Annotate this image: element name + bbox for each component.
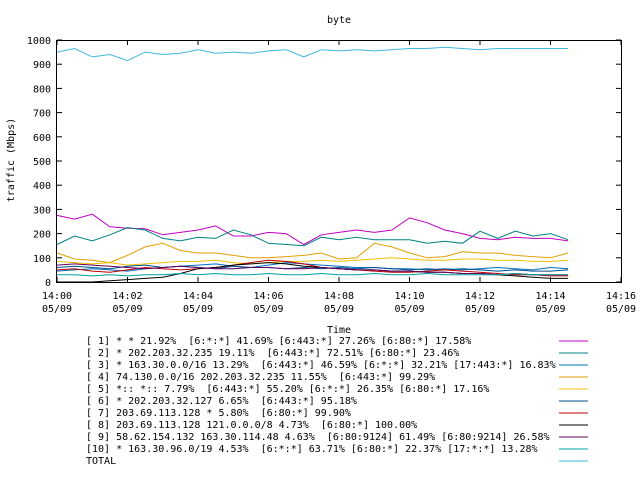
x-tick-label-date: 05/09 — [253, 304, 283, 315]
x-tick-label-time: 14:06 — [253, 291, 283, 302]
x-tick-label-time: 14:04 — [183, 291, 213, 302]
legend-label: [ 7] 203.69.113.128 * 5.80% [6:80:*] 99.… — [86, 408, 351, 419]
y-tick-label: 500 — [33, 157, 51, 168]
x-tick-label-date: 05/09 — [183, 304, 213, 315]
y-tick-label: 200 — [33, 230, 51, 241]
x-ticks: 14:00 05/09 14:02 05/09 14:04 05/09 14:06 05/09… — [42, 40, 636, 315]
y-tick-label: 300 — [33, 205, 51, 216]
x-tick-label-date: 05/09 — [112, 304, 142, 315]
x-tick-label-time: 14:02 — [112, 291, 142, 302]
legend-label: [ 1] * * 21.92% [6:*:*] 41.69% [6:443:*]… — [86, 336, 471, 347]
x-tick-label-time: 14:00 — [42, 291, 72, 302]
series-line — [56, 213, 569, 246]
x-tick-label-date: 05/09 — [394, 304, 424, 315]
y-axis-label: traffic (Mbps) — [6, 118, 17, 202]
series-line — [56, 262, 569, 272]
x-axis-label: Time — [327, 325, 351, 336]
series-line — [56, 259, 569, 277]
series-line — [56, 46, 569, 62]
legend: [ 1] * * 21.92% [6:*:*] 41.69% [6:443:*]… — [86, 336, 588, 467]
x-tick-label-date: 05/09 — [324, 304, 354, 315]
y-tick-label: 900 — [33, 60, 51, 71]
y-ticks: 0 100 200 300 400 500 600 700 800 900 1000 — [27, 36, 621, 289]
legend-label: [ 6] * 202.203.32.127 6.65% [6:443:*] 95… — [86, 396, 357, 407]
series-line — [56, 242, 569, 264]
y-tick-label: 400 — [33, 181, 51, 192]
series-line — [57, 272, 569, 277]
x-tick-label-date: 05/09 — [606, 304, 636, 315]
series-line — [56, 227, 569, 247]
x-tick-label-date: 05/09 — [535, 304, 565, 315]
plot-frame — [56, 40, 622, 283]
series-line — [56, 257, 569, 266]
y-tick-label: 600 — [33, 133, 51, 144]
x-tick-label-time: 14:16 — [606, 291, 636, 302]
y-tick-label: 100 — [33, 254, 51, 265]
legend-label: [ 2] * 202.203.32.235 19.11% [6:443:*] 7… — [86, 348, 459, 359]
y-tick-label: 700 — [33, 109, 51, 120]
chart-title: byte — [327, 15, 351, 26]
y-tick-label: 0 — [45, 278, 51, 289]
y-tick-label: 800 — [33, 84, 51, 95]
legend-label: [ 5] *:: *:: 7.79% [6:443:*] 55.20% [6:*… — [86, 384, 489, 395]
legend-label: [10] * 163.30.96.0/19 4.53% [6:*:*] 63.7… — [86, 444, 538, 455]
x-tick-label-time: 14:14 — [535, 291, 565, 302]
legend-label: [ 8] 203.69.113.128 121.0.0.0/8 4.73% [6… — [86, 420, 417, 431]
x-tick-label-time: 14:08 — [324, 291, 354, 302]
y-tick-label: 1000 — [27, 36, 51, 47]
x-tick-label-time: 14:12 — [465, 291, 495, 302]
series-line — [56, 263, 569, 276]
legend-label: TOTAL — [86, 456, 116, 467]
legend-label: [ 3] * 163.30.0.0/16 13.29% [6:443:*] 46… — [86, 360, 556, 371]
legend-label: [ 4] 74.130.0.0/16 202.203.32.235 11.55%… — [86, 372, 435, 383]
x-tick-label-time: 14:10 — [394, 291, 424, 302]
series-lines — [56, 46, 569, 283]
x-tick-label-date: 05/09 — [42, 304, 72, 315]
legend-label: [ 9] 58.62.154.132 163.30.114.48 4.63% [… — [86, 432, 550, 443]
x-tick-label-date: 05/09 — [465, 304, 495, 315]
